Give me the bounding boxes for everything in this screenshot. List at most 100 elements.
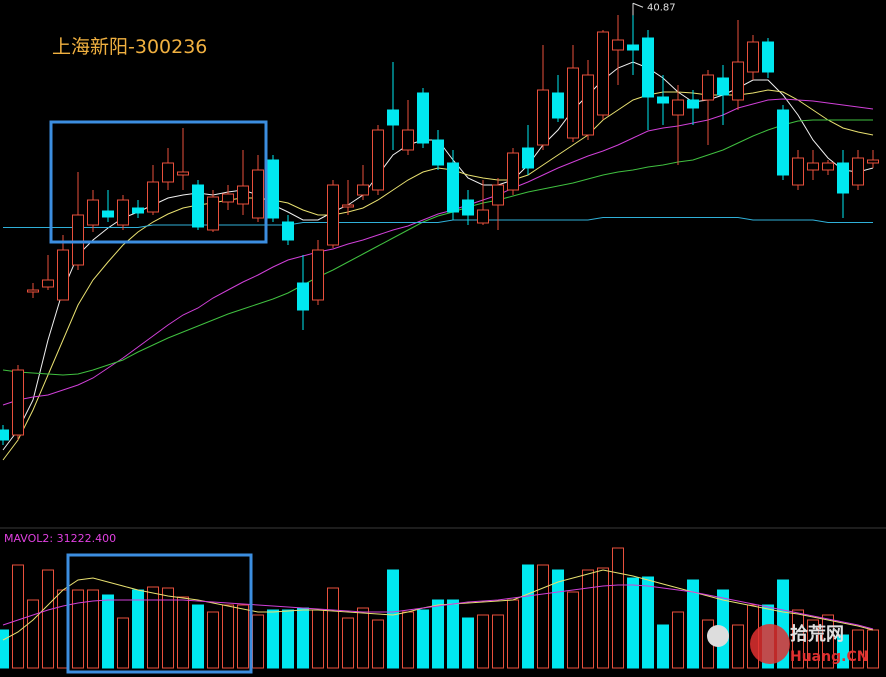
candle-body (87, 199, 99, 226)
candle-body (177, 171, 189, 176)
volume-bar (402, 611, 414, 669)
candle-body (57, 249, 69, 301)
volume-bar (852, 629, 864, 669)
watermark-brand: 拾荒网 (790, 623, 844, 645)
candle-body (672, 99, 684, 116)
candle-body (492, 184, 504, 206)
volume-bar (327, 587, 339, 669)
ma-line (2, 98, 874, 406)
volume-bar (492, 614, 504, 669)
candle-body (102, 210, 114, 218)
indicator-label: MAVOL2: 31222.400 (4, 532, 116, 545)
volume-bar (312, 609, 324, 669)
candle-body (312, 249, 324, 301)
volume-bar (597, 567, 609, 669)
volume-bar (207, 611, 219, 669)
wechat-icon (707, 625, 729, 647)
ma-line (3, 217, 873, 228)
candle-body (417, 92, 429, 144)
candle-body (327, 184, 339, 246)
candle-body (642, 37, 654, 98)
volume-bar (777, 579, 789, 669)
candle-body (72, 214, 84, 266)
candle-body (42, 279, 54, 288)
volume-bar (462, 617, 474, 669)
candle-body (447, 162, 459, 213)
volume-bar (117, 617, 129, 669)
plot: 40.87 (0, 2, 879, 669)
volume-bar (687, 579, 699, 669)
volume-bar (252, 614, 264, 669)
candle-body (297, 282, 309, 311)
volume-bar (537, 564, 549, 669)
candle-body (822, 162, 834, 171)
volume-bar (72, 589, 84, 669)
ma-line (2, 61, 874, 451)
volume-bar (447, 599, 459, 669)
chart-title: 上海新阳-300236 (52, 36, 207, 58)
candle-body (537, 89, 549, 146)
candle-body (12, 369, 24, 436)
watermark-domain: Huang.CN (790, 649, 868, 665)
candle-body (597, 31, 609, 116)
volume-bar (627, 577, 639, 669)
volume-bar (357, 607, 369, 669)
candle-body (357, 184, 369, 196)
candle-body (342, 204, 354, 208)
volume-bar (237, 604, 249, 669)
volume-bar (12, 564, 24, 669)
candle-body (582, 74, 594, 136)
candle-body (207, 196, 219, 231)
candle-body (747, 41, 759, 73)
volume-bar (657, 624, 669, 669)
candle-body (687, 99, 699, 109)
candle-body (807, 162, 819, 171)
volume-bar (672, 611, 684, 669)
candle-body (837, 162, 849, 194)
peak-label: 40.87 (647, 2, 676, 13)
volume-bar (27, 599, 39, 669)
candle-body (867, 159, 879, 164)
candle-body (117, 199, 129, 226)
volume-bar (372, 619, 384, 669)
volume-bar (387, 569, 399, 669)
candle-body (27, 289, 39, 293)
volume-bar (837, 634, 849, 669)
candle-body (372, 129, 384, 191)
volume-bar (507, 599, 519, 669)
candle-body (567, 67, 579, 139)
candle-body (777, 109, 789, 176)
candle-body (282, 221, 294, 241)
candle-body (147, 181, 159, 213)
volume-bar (42, 569, 54, 669)
volume-bar (87, 589, 99, 669)
volume-bar (162, 587, 174, 669)
volume-bar (432, 599, 444, 669)
candle-body (717, 77, 729, 96)
highlight-box (66, 553, 253, 674)
candle-body (237, 185, 249, 205)
volume-bar (552, 569, 564, 669)
candle-body (252, 169, 264, 219)
volume-bar (297, 607, 309, 669)
candle-body (522, 147, 534, 169)
volume-bar (867, 629, 879, 669)
ma-line (2, 584, 874, 630)
volume-bar (0, 629, 9, 669)
volume-bar (132, 589, 144, 669)
candle-body (762, 41, 774, 73)
volume-bar (147, 586, 159, 669)
candle-body (267, 159, 279, 219)
volume-bar (417, 609, 429, 669)
volume-bar (732, 624, 744, 669)
candle-body (657, 96, 669, 104)
volume-bar (192, 604, 204, 669)
volume-bar (822, 614, 834, 669)
volume-bar (267, 609, 279, 669)
volume-bar (522, 564, 534, 669)
volume-bar (177, 596, 189, 669)
candle-body (132, 207, 144, 214)
candle-body (477, 209, 489, 224)
volume-bar (222, 604, 234, 669)
